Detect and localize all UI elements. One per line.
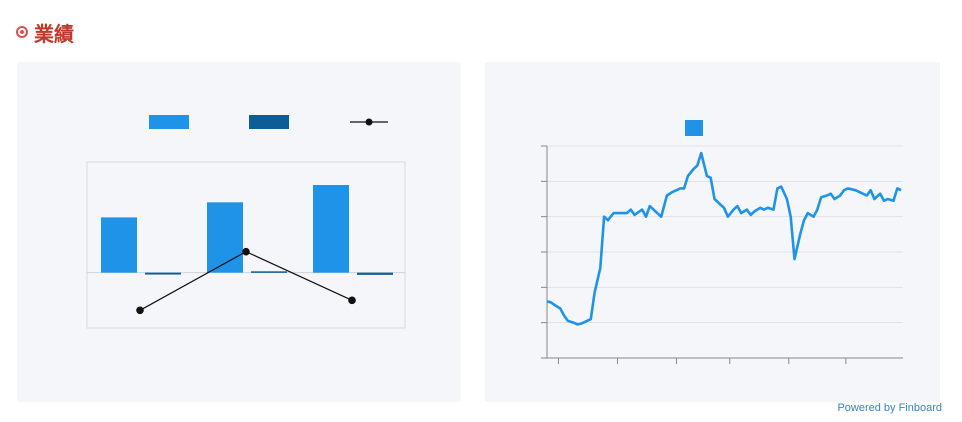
section-header: 業績 [16, 18, 74, 46]
section-title: 業績 [34, 21, 74, 46]
bar-net-income [357, 272, 393, 275]
bar-net-income [251, 271, 287, 273]
bar-sales [313, 185, 349, 273]
legend-swatch-sales [149, 115, 189, 129]
price-line [546, 151, 902, 326]
stock-price-chart-panel [485, 62, 940, 402]
bar-sales [207, 202, 243, 273]
net-margin-point [242, 247, 250, 256]
bar-sales [101, 217, 137, 273]
bar-net-income [145, 272, 181, 275]
financials-chart-panel [17, 62, 461, 402]
stock-price-chart [541, 120, 903, 364]
financials-chart [86, 115, 406, 329]
legend-swatch-net-income [249, 115, 289, 129]
powered-by-link[interactable]: Powered by Finboard [837, 402, 942, 414]
net-margin-point [136, 306, 144, 315]
radio-dot-icon [16, 26, 28, 38]
legend-marker-margin [365, 118, 373, 126]
legend-swatch-price [685, 120, 703, 136]
net-margin-point [348, 296, 356, 305]
